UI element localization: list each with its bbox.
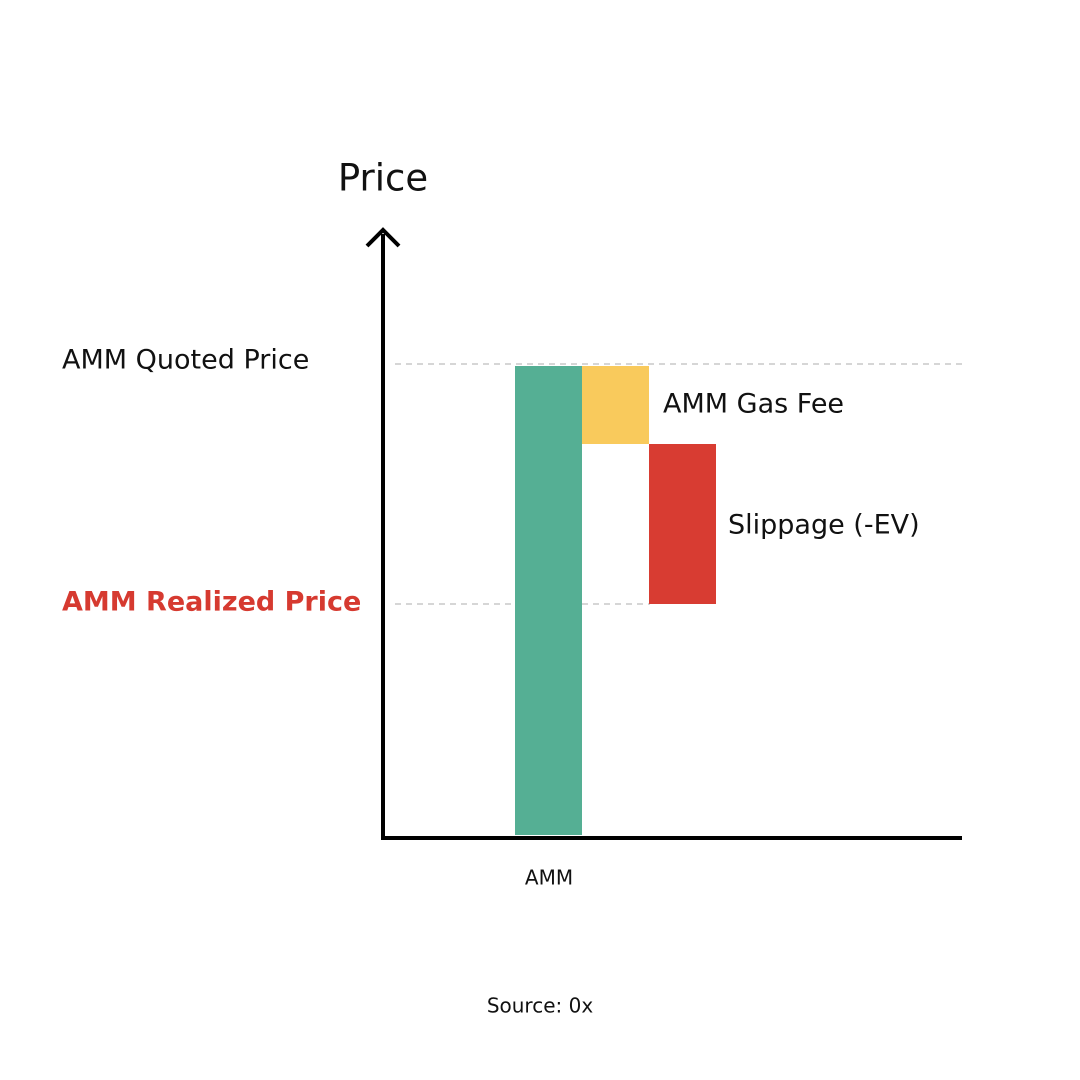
level-label: AMM Quoted Price xyxy=(62,345,309,376)
segment-label: AMM Gas Fee xyxy=(663,389,844,420)
slippage-bar xyxy=(649,444,716,604)
axis-label: Price xyxy=(338,157,428,200)
category-label: AMM xyxy=(525,866,573,890)
amm-bar xyxy=(515,366,582,835)
level-label: AMM Realized Price xyxy=(62,587,361,618)
source: Source: 0x xyxy=(487,994,594,1018)
y-axis-arrow xyxy=(365,227,401,248)
segment-label: Slippage (-EV) xyxy=(728,510,920,541)
gas-fee-bar xyxy=(582,366,649,444)
